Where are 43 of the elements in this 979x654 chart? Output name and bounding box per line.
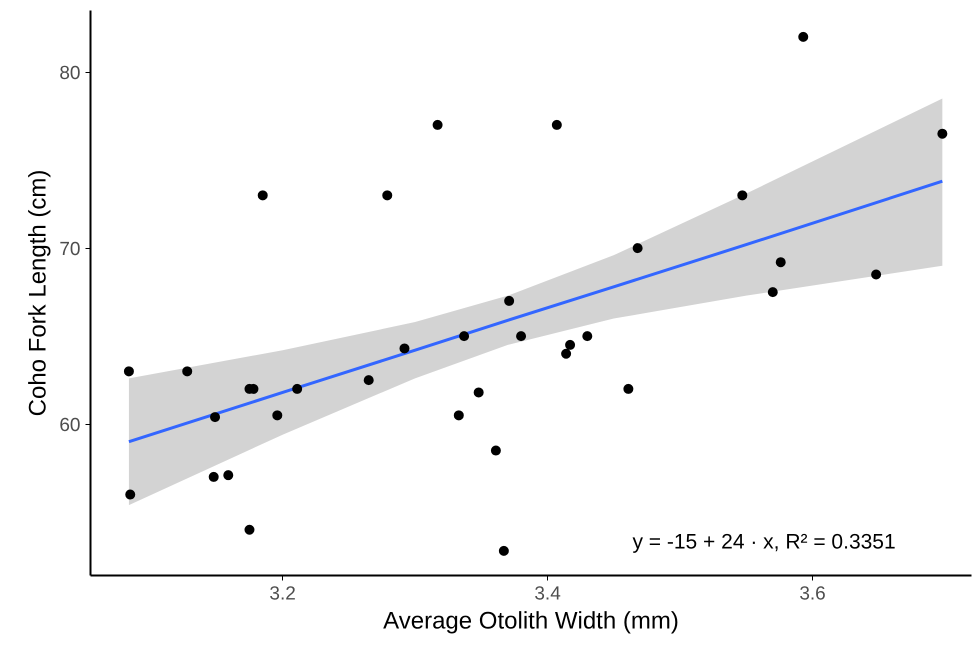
x-tick-label: 3.2 [269,584,296,604]
point [504,296,514,306]
point [432,120,443,130]
point [272,410,282,420]
point [937,128,948,139]
point [565,340,576,350]
point [124,366,134,376]
point [364,375,374,386]
annotation: y = -15 + 24 · x, R² = 0.3351 [632,530,896,554]
point [623,384,634,394]
point [498,546,509,556]
point [490,446,501,456]
point [208,472,219,482]
x-tick-label: 3.4 [534,584,562,604]
point [798,32,808,42]
point [182,366,192,376]
point [776,257,786,268]
point [871,270,882,280]
point [258,190,268,200]
point [210,412,220,422]
point [454,410,464,420]
point [125,490,136,500]
point [552,120,562,130]
x-axis-title: Average Otolith Width (mm) [383,608,679,634]
point [474,387,484,398]
y-axis-title: Coho Fork Length (cm) [24,170,52,416]
x-tick-label: 3.6 [799,584,826,604]
y-tick-label: 60 [59,415,81,436]
point [223,470,234,480]
point [459,331,470,342]
point [399,343,410,354]
point [768,287,778,298]
point [582,331,592,342]
line-series [127,180,944,444]
point [516,331,526,342]
point [632,243,643,254]
y-tick-label: 80 [59,63,81,84]
point [382,190,392,200]
point [244,524,254,535]
point [292,384,302,394]
point [561,348,572,359]
point [737,190,748,200]
y-tick-label: 70 [59,239,81,260]
